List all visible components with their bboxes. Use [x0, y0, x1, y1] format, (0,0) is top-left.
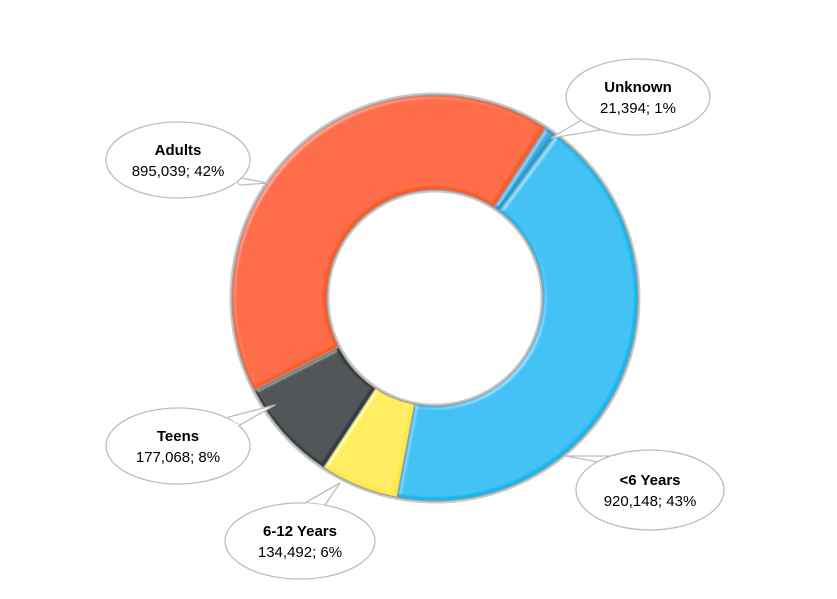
callout-category-label: 6-12 Years [263, 523, 337, 540]
callout-value-label: 21,394; 1% [600, 100, 676, 117]
callout-value-label: 920,148; 43% [604, 493, 697, 510]
callout-bubble [575, 449, 725, 531]
callout-bubble [565, 58, 711, 136]
callout-value-label: 895,039; 42% [132, 163, 225, 180]
slice-adults[interactable] [231, 94, 547, 391]
doughnut-slices [229, 92, 641, 504]
callout-bubble [224, 502, 376, 580]
callout-value-label: 177,068; 8% [136, 449, 220, 466]
ring-inner-border [327, 190, 543, 406]
callout-bubble [105, 407, 251, 485]
callout-pointer [304, 482, 341, 506]
callout-unknown: Unknown 21,394; 1% [550, 58, 711, 139]
callout-category-label: <6 Years [619, 472, 680, 489]
callout-category-label: Teens [157, 428, 199, 445]
data-label-callouts: Unknown 21,394; 1% Adults 895,039; 42% Teens… [105, 58, 725, 580]
callout-adults: Adults 895,039; 42% [105, 121, 269, 199]
ring-outer-border [229, 92, 641, 504]
callout-6-12-years: 6-12 Years 134,492; 6% [224, 482, 376, 580]
slice-6-years[interactable] [396, 134, 639, 502]
callout-6-years: <6 Years 920,148; 43% [565, 449, 725, 531]
callout-category-label: Adults [155, 142, 202, 159]
callout-category-label: Unknown [604, 79, 672, 96]
callout-teens: Teens 177,068; 8% [105, 404, 276, 485]
callout-value-label: 134,492; 6% [258, 544, 342, 561]
callout-bubble [105, 121, 251, 199]
